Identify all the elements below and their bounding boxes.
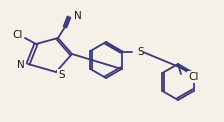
Text: S: S	[137, 47, 144, 57]
Text: Cl: Cl	[188, 72, 198, 82]
Text: N: N	[74, 11, 82, 21]
Text: N: N	[17, 60, 25, 70]
Text: S: S	[58, 70, 65, 80]
Text: Cl: Cl	[13, 30, 23, 40]
